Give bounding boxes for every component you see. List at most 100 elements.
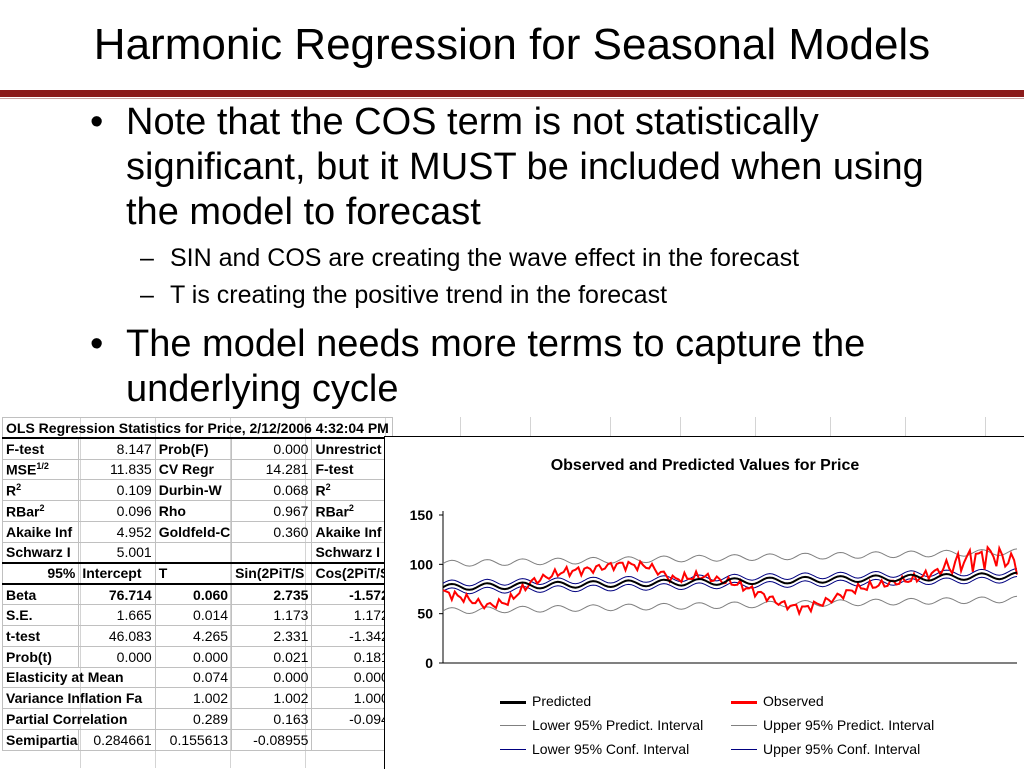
coef-label: Partial Correlation <box>2 708 156 730</box>
sub-bullet-1-dash: – <box>140 244 154 272</box>
coef-value <box>311 728 393 751</box>
upper-95-conf-line <box>442 568 1018 587</box>
legend-label: Upper 95% Conf. Interval <box>763 741 921 757</box>
stat-value: 0.967 <box>231 500 313 522</box>
coef-label: Elasticity at Mean <box>2 666 156 689</box>
bullet-1-glyph: • <box>90 101 104 143</box>
stat-value: 4.952 <box>78 520 156 543</box>
coef-value: 0.284661 <box>78 728 156 751</box>
title-divider-thin <box>0 98 1024 99</box>
stat-label: RBar2 <box>1 500 80 522</box>
stat-value: 11.835 <box>78 458 156 481</box>
stat-value: 5.001 <box>78 541 156 565</box>
legend-swatch <box>731 701 757 704</box>
coef-value: 1.000 <box>311 687 393 710</box>
stat-label: Schwarz I <box>1 541 80 565</box>
stat-label: RBar2 <box>311 500 393 522</box>
coef-value: 0.000 <box>78 645 156 668</box>
stat-label: MSE1/2 <box>1 458 80 481</box>
y-tick-label: 100 <box>410 556 434 572</box>
legend-label: Upper 95% Predict. Interval <box>763 717 935 733</box>
stat-label: Akaike Inf <box>1 520 80 543</box>
coef-header: 95% <box>1 562 80 585</box>
legend-swatch <box>500 725 526 726</box>
coef-value: 0.014 <box>154 604 233 626</box>
bullet-1-text: Note that the COS term is not statistica… <box>126 101 924 233</box>
coef-header: Cos(2PiT/S <box>311 562 393 585</box>
coef-header: Intercept <box>78 562 156 585</box>
stat-value: 0.000 <box>231 437 313 460</box>
coef-value: -1.572 <box>311 583 393 606</box>
coef-value: -0.094 <box>311 708 393 730</box>
coef-label: Beta <box>1 583 80 606</box>
chart-plot: 0 50 100 150 <box>410 507 1018 671</box>
coef-value: 0.181 <box>311 645 393 668</box>
stat-label <box>154 541 233 565</box>
y-tick-label: 0 <box>425 655 433 671</box>
legend-swatch <box>500 701 526 704</box>
regression-table: OLS Regression Statistics for Price, 2/1… <box>1 417 393 751</box>
coef-value: 1.173 <box>231 604 313 626</box>
legend-swatch <box>500 749 526 750</box>
coef-value: -0.08955 <box>231 728 313 751</box>
legend-swatch <box>731 749 757 750</box>
coef-value: 0.163 <box>231 708 313 730</box>
coef-label: t-test <box>1 624 80 647</box>
stat-value: 8.147 <box>78 437 156 460</box>
stat-label: Prob(F) <box>154 437 233 460</box>
lower-95-predict-line <box>442 595 1018 615</box>
title-divider <box>0 90 1024 97</box>
coef-value: 1.002 <box>231 687 313 710</box>
legend-label: Predicted <box>532 693 592 709</box>
coef-label: Variance Inflation Fa <box>2 687 156 710</box>
coef-header: Sin(2PiT/S <box>231 562 313 585</box>
coef-header: T <box>154 562 233 585</box>
coef-value: 1.172 <box>311 604 393 626</box>
coef-label: Prob(t) <box>1 645 80 668</box>
coef-label: Semipartial Correlat <box>1 728 80 751</box>
coef-value: 46.083 <box>78 624 156 647</box>
stat-label: Goldfeld-C <box>154 520 233 543</box>
coef-value: 0.060 <box>154 583 233 606</box>
coef-value: 1.665 <box>78 604 156 626</box>
stat-label: F-test <box>311 458 393 481</box>
stat-label: Rho <box>154 500 233 522</box>
observed-line <box>442 544 1018 617</box>
predicted-line <box>442 571 1018 591</box>
sub-bullet-1-text: SIN and COS are creating the wave effect… <box>170 244 800 272</box>
legend-label: Observed <box>763 693 824 709</box>
sub-bullet-2-text: T is creating the positive trend in the … <box>170 281 668 309</box>
chart-title: Observed and Predicted Values for Price <box>550 457 860 474</box>
coef-value: 76.714 <box>78 583 156 606</box>
coef-value: 0.155613 <box>154 728 233 751</box>
stat-value: 0.109 <box>78 479 156 502</box>
stat-value: 0.096 <box>78 500 156 522</box>
slide-title: Harmonic Regression for Seasonal Models <box>93 20 931 69</box>
bullet-2-text: The model needs more terms to capture th… <box>126 323 866 410</box>
upper-95-predict-line <box>442 548 1018 567</box>
stat-label: R2 <box>1 479 80 502</box>
coef-value: -1.342 <box>311 624 393 647</box>
stat-value <box>231 541 313 565</box>
sub-bullet-2-dash: – <box>140 281 154 309</box>
stat-label: Durbin-W <box>154 479 233 502</box>
stat-label: Schwarz I <box>311 541 393 565</box>
y-tick-label: 50 <box>417 606 433 622</box>
regression-title: OLS Regression Statistics for Price, 2/1… <box>2 417 393 440</box>
coef-value: 4.265 <box>154 624 233 647</box>
legend-swatch <box>731 725 757 726</box>
stat-label: R2 <box>311 479 393 502</box>
legend-label: Lower 95% Conf. Interval <box>532 741 690 757</box>
chart-panel: Observed and Predicted Values for Price … <box>384 436 1024 769</box>
coef-value: 0.021 <box>231 645 313 668</box>
stat-value: 14.281 <box>231 458 313 481</box>
coef-value: 0.000 <box>231 666 313 689</box>
stat-value: 0.068 <box>231 479 313 502</box>
bullet-2-glyph: • <box>90 323 104 365</box>
coef-label: S.E. <box>1 604 80 626</box>
stat-label: F-test <box>1 437 80 460</box>
coef-value: 2.331 <box>231 624 313 647</box>
coef-value: 0.000 <box>311 666 393 689</box>
coef-value: 2.735 <box>231 583 313 606</box>
coef-value: 0.289 <box>154 708 233 730</box>
